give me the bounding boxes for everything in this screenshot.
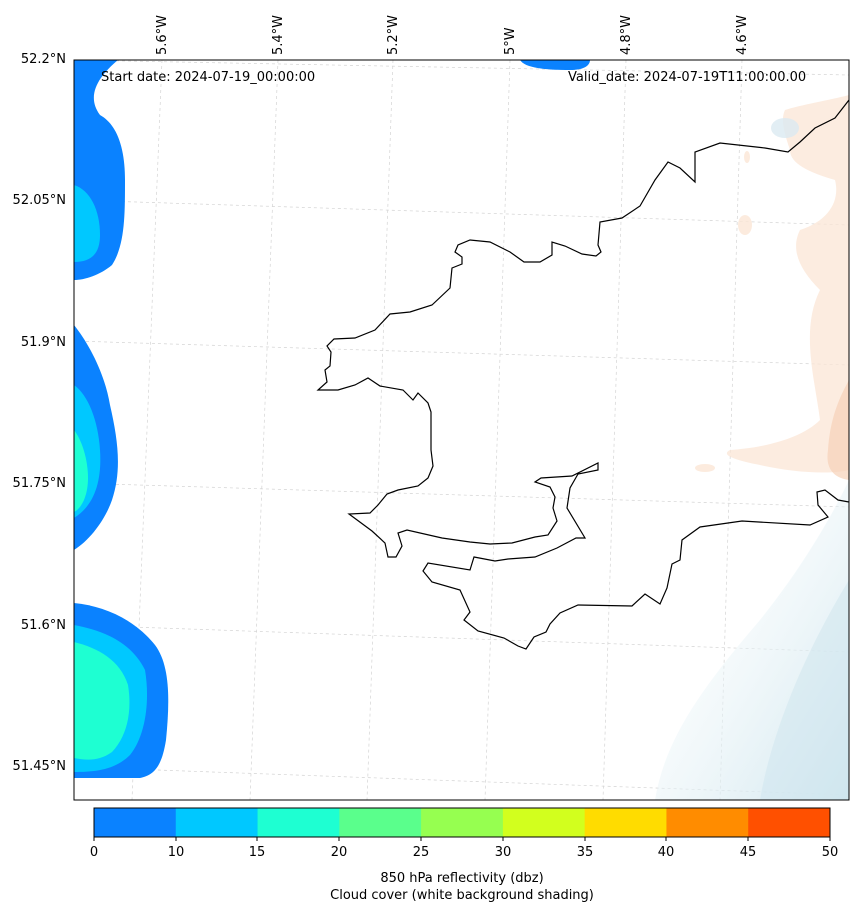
map-plot-area <box>74 60 849 800</box>
colorbar-label: 850 hPa reflectivity (dbz) <box>380 871 544 886</box>
colorbar-segment <box>94 808 177 837</box>
coastline <box>316 99 849 650</box>
colorbar-tick-label: 45 <box>739 845 757 860</box>
colorbar-segments <box>94 808 831 837</box>
valid-date-label: Valid_date: 2024-07-19T11:00:00.00 <box>568 70 807 85</box>
reflectivity-cell-south-core <box>74 642 130 760</box>
lon-label: 5.4°W <box>271 14 286 55</box>
colorbar-tick-label: 50 <box>821 845 839 860</box>
colorbar-segment <box>339 808 422 837</box>
colorbar-tick-label: 10 <box>167 845 185 860</box>
cloud-shading-southeast-dense <box>760 580 849 800</box>
lat-label: 51.9°N <box>20 335 66 350</box>
colorbar-tick-marks <box>93 837 831 841</box>
cloud-shading-east <box>726 95 849 473</box>
colorbar-frame <box>93 807 831 838</box>
lat-label: 51.45°N <box>12 759 66 774</box>
colorbar-segment <box>584 808 667 837</box>
lon-label: 5.6°W <box>155 14 170 55</box>
lat-label: 51.75°N <box>12 476 66 491</box>
reflectivity-contours <box>74 60 590 778</box>
colorbar-tick-label: 25 <box>412 845 430 860</box>
cloud-shading-patch <box>771 118 799 138</box>
map-frame <box>73 59 850 801</box>
reflectivity-cell-north-core <box>74 185 100 262</box>
lon-label: 5.2°W <box>386 14 401 55</box>
lat-label: 52.05°N <box>12 193 66 208</box>
cloud-shading-east-dense <box>827 380 849 480</box>
reflectivity-cell-top <box>520 60 590 70</box>
colorbar-segment <box>175 808 259 837</box>
colorbar-segment <box>257 808 340 837</box>
colorbar-sublabel: Cloud cover (white background shading) <box>330 888 594 903</box>
colorbar-tick-label: 0 <box>89 845 99 860</box>
cloud-shading-patch <box>738 215 752 235</box>
reflectivity-cell-central-core <box>74 430 88 512</box>
colorbar-segment <box>666 808 749 837</box>
lat-label: 52.2°N <box>20 52 66 67</box>
lon-label: 5°W <box>503 27 518 55</box>
cloud-cover-shading <box>655 95 849 800</box>
colorbar-tick-label: 40 <box>657 845 675 860</box>
colorbar-segment <box>502 808 586 837</box>
start-date-label: Start date: 2024-07-19_00:00:00 <box>101 70 316 85</box>
lon-label: 4.8°W <box>619 14 634 55</box>
colorbar-segment <box>748 808 831 837</box>
cloud-shading-patch <box>695 464 715 472</box>
colorbar-tick-label: 15 <box>248 845 266 860</box>
lon-label: 4.6°W <box>735 14 750 55</box>
colorbar-tick-label: 30 <box>494 845 512 860</box>
colorbar-tick-label: 20 <box>330 845 348 860</box>
lat-label: 51.6°N <box>20 618 66 633</box>
colorbar-segment <box>421 808 504 837</box>
colorbar-tick-label: 35 <box>576 845 594 860</box>
cloud-shading-patch <box>744 151 750 163</box>
colorbar <box>93 807 831 841</box>
